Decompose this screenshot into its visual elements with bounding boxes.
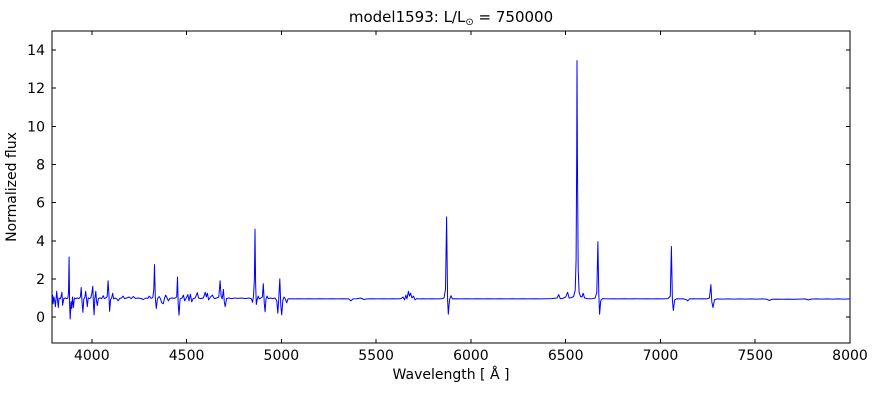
x-tick-label: 7500 <box>737 348 773 364</box>
x-tick-label: 6500 <box>548 348 584 364</box>
sun-symbol-subscript: ⊙ <box>465 17 473 28</box>
y-tick-label: 12 <box>27 81 45 97</box>
x-tick-label: 4500 <box>169 348 205 364</box>
axis-tick-labels: 4000 4500 5000 5500 6000 6500 7000 7500 8000 0 2 4 6… <box>27 43 868 364</box>
chart-title-prefix: model1593: L/L <box>349 8 466 26</box>
chart-title-suffix: = 750000 <box>474 8 553 26</box>
chart-title: model1593: L/L⊙ = 750000 <box>349 8 553 28</box>
y-axis-label: Normalized flux <box>4 132 20 242</box>
y-tick-label: 10 <box>27 119 45 135</box>
x-tick-label: 6000 <box>453 348 489 364</box>
y-tick-label: 4 <box>36 234 45 250</box>
y-tick-label: 2 <box>36 272 45 288</box>
x-axis-label: Wavelength [ Å ] <box>393 366 510 383</box>
x-tick-label: 8000 <box>832 348 868 364</box>
plot-frame <box>51 30 851 344</box>
x-tick-label: 5500 <box>358 348 394 364</box>
axis-ticks <box>52 31 851 343</box>
x-tick-label: 4000 <box>74 348 110 364</box>
x-tick-label: 5000 <box>264 348 300 364</box>
y-tick-label: 0 <box>36 310 45 326</box>
y-tick-label: 8 <box>36 157 45 173</box>
y-tick-label: 14 <box>27 43 45 59</box>
spectrum-line <box>51 60 851 320</box>
x-tick-label: 7000 <box>643 348 679 364</box>
y-tick-label: 6 <box>36 196 45 212</box>
